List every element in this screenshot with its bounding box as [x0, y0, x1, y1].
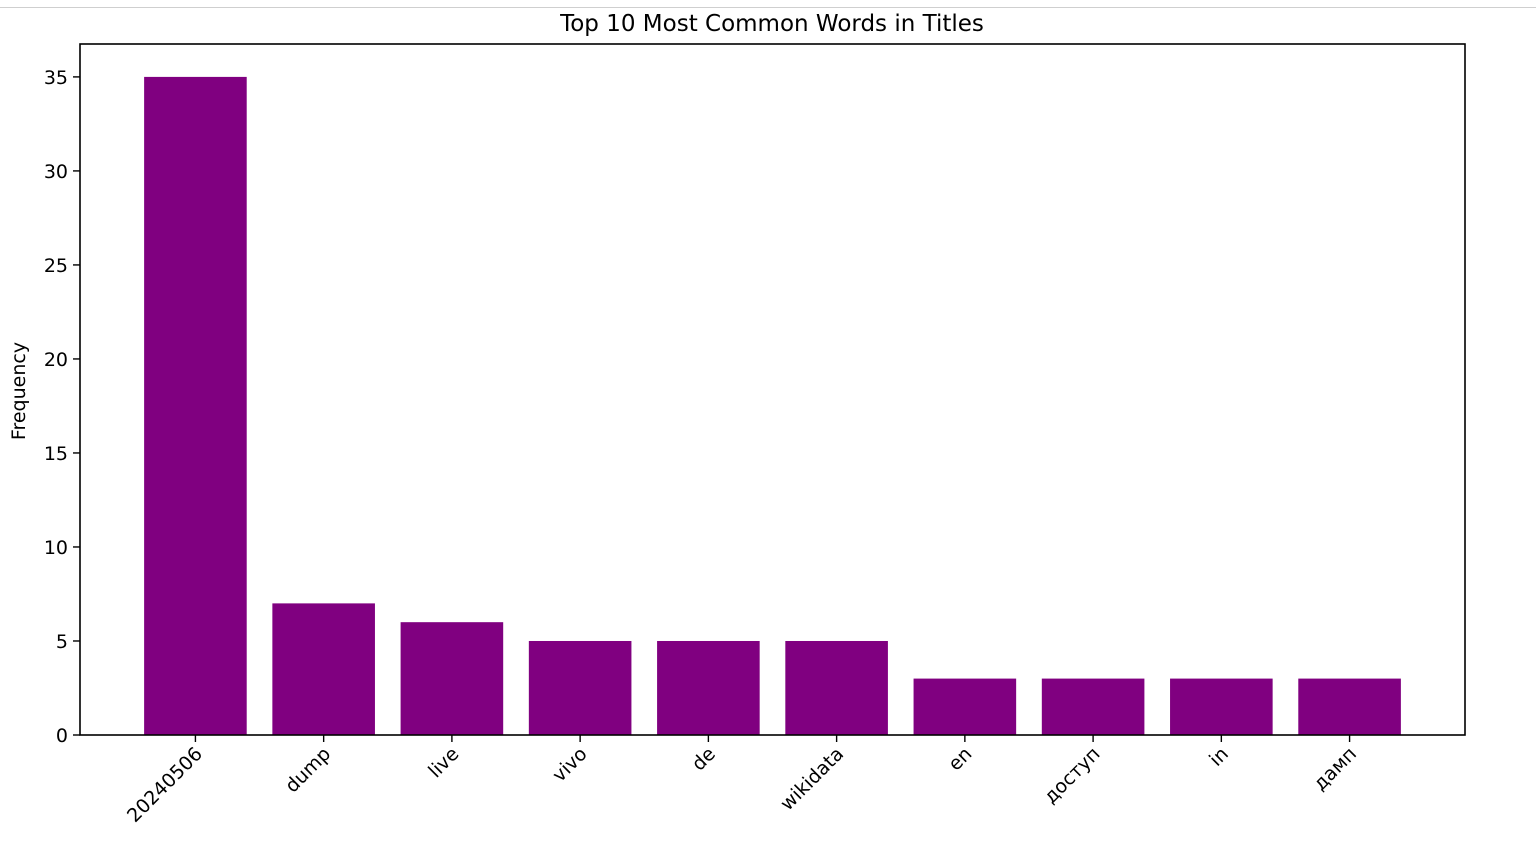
y-tick-label-2: 10 — [44, 537, 68, 559]
bar-4 — [657, 640, 760, 735]
bars-layer — [144, 76, 1401, 735]
top-divider-line — [0, 7, 1536, 8]
x-tick-label-9: дамп — [1309, 743, 1361, 795]
y-tick-label-3: 15 — [44, 443, 68, 465]
bar-6 — [913, 678, 1017, 735]
x-tick-label-0: 20240506 — [123, 743, 207, 827]
x-tick-label-1: dump — [281, 743, 335, 797]
y-tick-label-5: 25 — [44, 255, 68, 277]
bar-8 — [1170, 678, 1273, 735]
x-tick-label-2: live — [424, 743, 463, 782]
plot-frame — [79, 43, 1466, 736]
bar-1 — [272, 603, 375, 735]
y-axis-label: Frequency — [8, 342, 30, 440]
x-ticks-layer: 20240506 dump live vivo de wikidata en доступ in… — [123, 735, 1361, 827]
x-tick-label-8: in — [1205, 743, 1233, 771]
y-tick-label-4: 20 — [44, 349, 68, 371]
bar-7 — [1041, 678, 1145, 735]
x-tick-label-6: en — [944, 743, 976, 775]
y-tick-label-7: 35 — [44, 67, 68, 89]
y-ticks-layer: 0 5 10 15 20 25 30 35 — [44, 67, 80, 747]
x-tick-label-3: vivo — [548, 743, 591, 786]
chart-title: Top 10 Most Common Words in Titles — [559, 11, 984, 37]
bar-0 — [144, 76, 247, 735]
bar-5 — [785, 640, 888, 735]
x-tick-label-7: доступ — [1040, 743, 1105, 808]
y-tick-label-1: 5 — [56, 631, 68, 653]
bar-9 — [1298, 678, 1401, 735]
bar-3 — [528, 640, 632, 735]
y-tick-label-0: 0 — [56, 725, 68, 747]
x-tick-label-5: wikidata — [776, 743, 848, 815]
y-tick-label-6: 30 — [44, 161, 68, 183]
bar-2 — [400, 622, 504, 735]
x-tick-label-4: de — [688, 743, 720, 775]
